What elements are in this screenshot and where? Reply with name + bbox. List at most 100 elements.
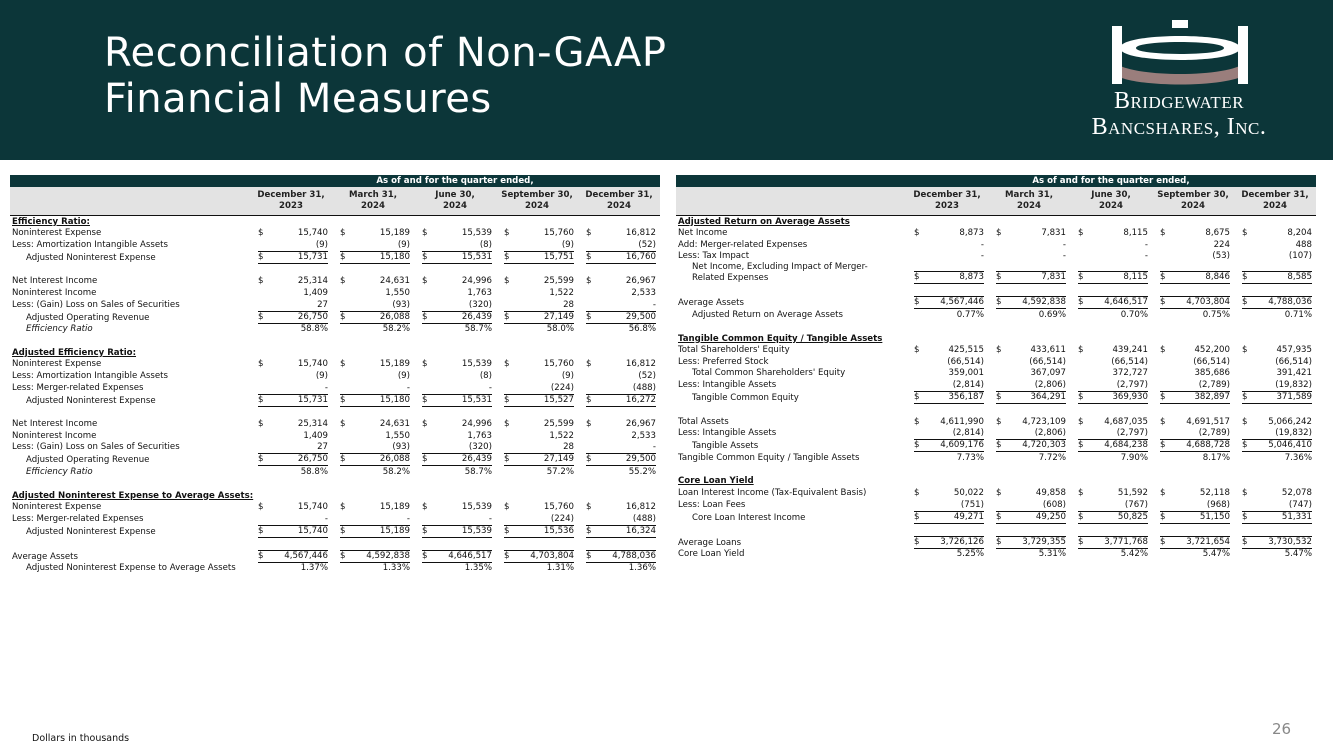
value: (2,814) (952, 379, 984, 390)
currency: $ (996, 416, 1002, 427)
currency: $ (258, 251, 264, 262)
cell: $15,531 (422, 393, 492, 407)
value: 7.36% (1284, 452, 1312, 463)
cell: - (422, 514, 492, 525)
cell: $24,631 (340, 419, 410, 430)
currency: $ (258, 394, 264, 405)
value-cell: (19,832) (1234, 428, 1316, 440)
cell: $26,750 (258, 310, 328, 324)
footnote: Dollars in thousands (32, 733, 130, 744)
value: 3,730,532 (1268, 536, 1312, 547)
value: 26,750 (297, 454, 328, 465)
value-cell: $8,204 (1234, 228, 1316, 240)
value: 1,522 (549, 430, 574, 441)
column-month: December 31, (585, 190, 653, 200)
row-label: Noninterest Expense (12, 228, 102, 239)
section-title: Tangible Common Equity / Tangible Assets (678, 333, 883, 344)
value: (2,797) (1116, 428, 1148, 439)
cell: (107) (1242, 251, 1312, 262)
blank (496, 214, 578, 228)
value: 0.69% (1038, 309, 1066, 320)
cell: $15,189 (340, 228, 410, 239)
column-year: 2024 (525, 201, 549, 211)
value: 4,687,035 (1104, 416, 1148, 427)
row-label: Adjusted Noninterest Expense to Average … (26, 563, 236, 574)
currency: $ (258, 454, 264, 465)
cell: $5,066,242 (1242, 417, 1312, 428)
row-label: Core Loan Interest Income (692, 512, 806, 523)
currency: $ (1242, 440, 1248, 451)
value-cell: $49,271 (906, 510, 988, 536)
column-month: December 31, (257, 190, 325, 200)
currency: $ (914, 345, 920, 356)
currency: $ (996, 487, 1002, 498)
cell: $15,731 (258, 250, 328, 264)
value: 4,723,109 (1022, 416, 1066, 427)
spacer (10, 478, 660, 490)
currency: $ (340, 525, 346, 536)
cell: $425,515 (914, 345, 984, 356)
row: Adjusted Noninterest Expense to Average … (10, 563, 660, 575)
value: 24,996 (461, 419, 492, 430)
currency: $ (504, 359, 510, 370)
value-cell: 1.35% (414, 563, 496, 575)
cell: $29,500 (586, 310, 656, 324)
value: 5.47% (1284, 549, 1312, 560)
value: 50,825 (1117, 511, 1148, 522)
value: 3,721,654 (1186, 536, 1230, 547)
cell: $8,873 (914, 228, 984, 239)
currency: $ (422, 276, 428, 287)
value: 371,589 (1276, 391, 1312, 402)
value-cell: (2,789) (1152, 428, 1234, 440)
value-cell: (2,789) (1152, 379, 1234, 391)
cell: $364,291 (996, 390, 1066, 404)
cell: $15,740 (258, 524, 328, 538)
value-cell: $3,726,126 (906, 535, 988, 549)
value-cell: $8,585 (1234, 262, 1316, 296)
value: 5,046,410 (1268, 440, 1312, 451)
logo-mark (1112, 20, 1248, 85)
row-label: Adjusted Return on Average Assets (692, 309, 844, 320)
value: 15,539 (461, 228, 492, 239)
value: (2,806) (1034, 428, 1066, 439)
currency: $ (1242, 511, 1248, 522)
cell: $25,314 (258, 419, 328, 430)
value: 1.37% (300, 563, 328, 574)
value: 4,567,446 (940, 297, 984, 308)
value: - (488, 513, 492, 524)
row-label: Average Loans (678, 537, 742, 548)
value-cell: $26,088 (332, 310, 414, 324)
value: (8) (479, 239, 492, 250)
currency: $ (996, 440, 1002, 451)
currency: $ (504, 311, 510, 322)
value: 382,897 (1194, 391, 1230, 402)
value: 0.75% (1202, 309, 1230, 320)
value-cell: $15,751 (496, 250, 578, 276)
value: 5.25% (956, 549, 984, 560)
cell: 7.36% (1242, 453, 1312, 464)
value-cell: $16,812 (578, 359, 660, 371)
value-cell: $15,760 (496, 359, 578, 371)
logo-text: Bridgewater Bancshares, Inc. (1060, 88, 1298, 140)
value-cell: $4,688,728 (1152, 439, 1234, 453)
currency: $ (1160, 487, 1166, 498)
row-label: Loan Interest Income (Tax-Equivalent Bas… (678, 487, 867, 498)
blank (578, 214, 660, 228)
value-cell: 1.36% (578, 563, 660, 575)
value-cell: (8) (414, 239, 496, 251)
value: (9) (561, 239, 574, 250)
cell: $439,241 (1078, 345, 1148, 356)
cell: $25,599 (504, 419, 574, 430)
cell: $26,088 (340, 310, 410, 324)
value-cell: $29,500 (578, 453, 660, 467)
value: 4,609,176 (940, 440, 984, 451)
value-cell: $4,567,446 (250, 549, 332, 563)
value-cell: $24,631 (332, 419, 414, 431)
currency: $ (340, 419, 346, 430)
value: 24,631 (379, 276, 410, 287)
value-cell: $26,967 (578, 419, 660, 431)
value: 16,812 (625, 502, 656, 513)
blank (1234, 214, 1316, 228)
value: 1.31% (546, 563, 574, 574)
value: 51,592 (1117, 487, 1148, 498)
